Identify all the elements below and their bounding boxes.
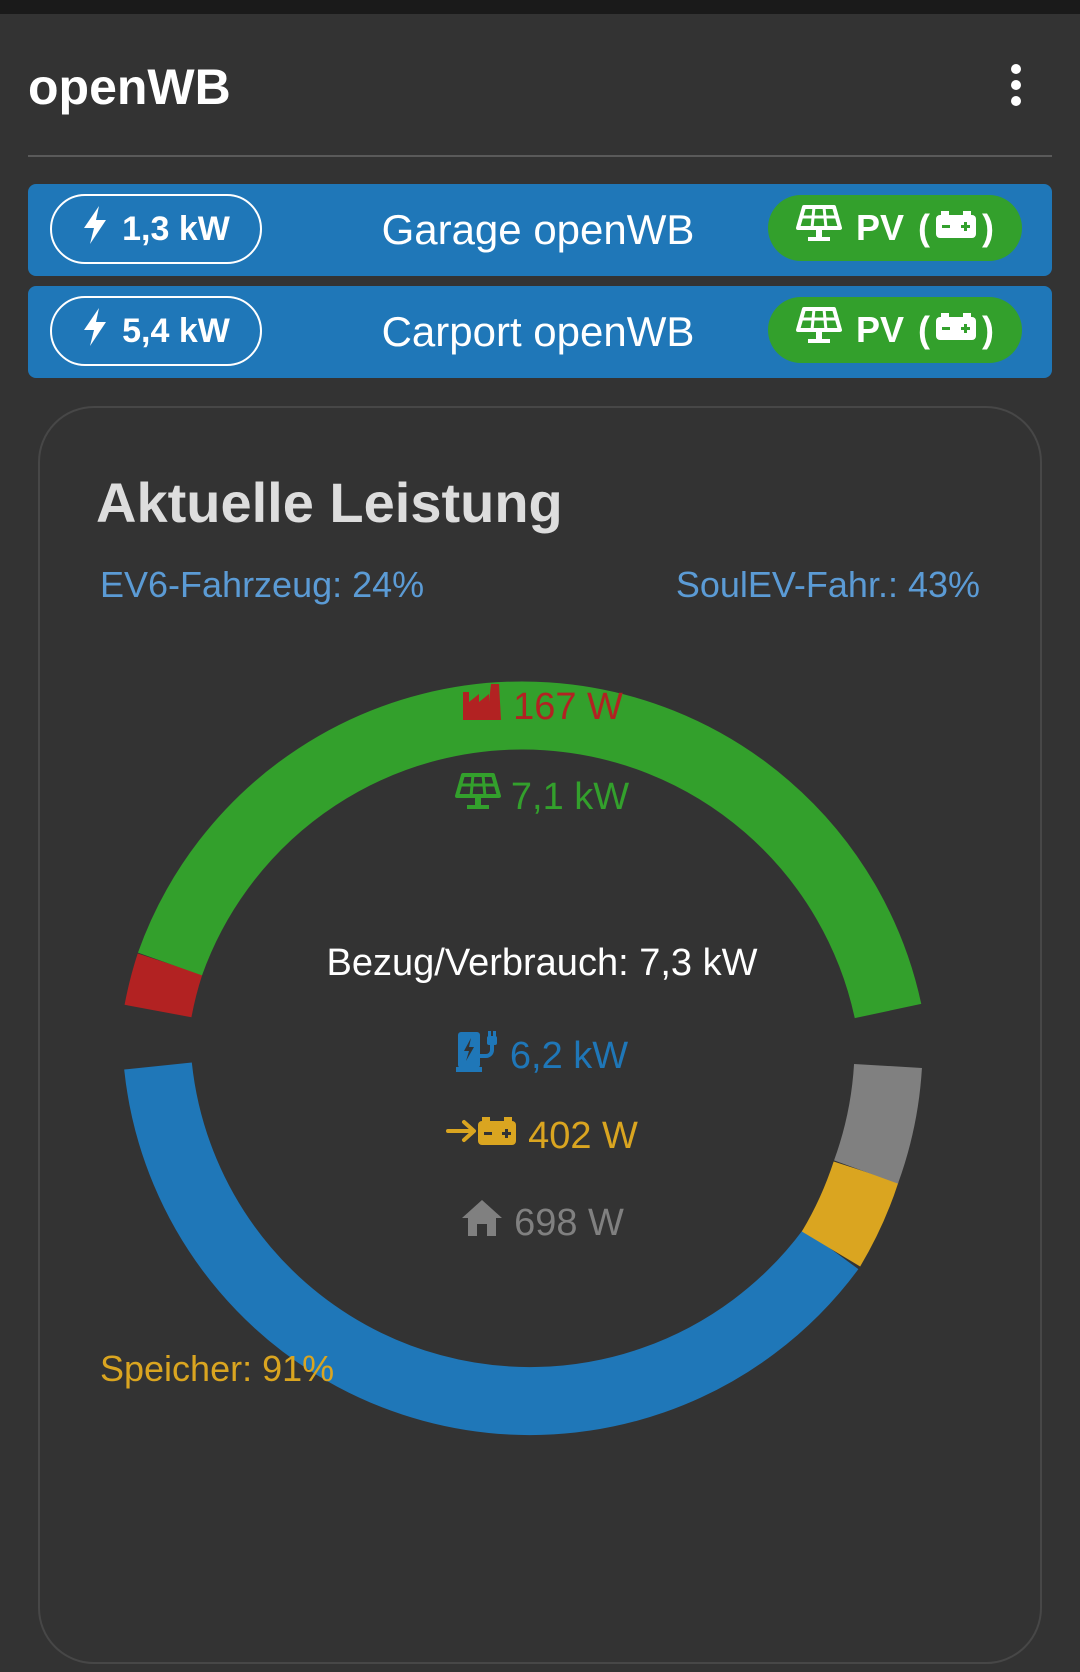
system-status-bar (0, 0, 1080, 14)
pv-readout: 7,1 kW (40, 772, 1044, 822)
current-power-card: Aktuelle Leistung EV6-Fahrzeug: 24% Soul… (38, 406, 1042, 1664)
power-donut-chart (124, 681, 922, 1436)
donut-segment-house (833, 1063, 922, 1184)
chargepoint-power-badge[interactable]: 5,4 kW (50, 296, 262, 366)
solar-panel-icon (454, 772, 501, 822)
factory-icon (461, 684, 503, 730)
battery-charging-readout: 402 W (40, 1114, 1044, 1158)
chargepoint-name[interactable]: Garage openWB (381, 206, 695, 253)
chargepoint-row-garage[interactable]: 1,3 kW Garage openWB PV ( (28, 184, 1052, 276)
card-title: Aktuelle Leistung (96, 471, 563, 534)
charge-mode-label: PV (855, 309, 905, 350)
charge-mode-badge[interactable]: PV ( ) (768, 195, 1022, 261)
donut-segment-grid (124, 953, 203, 1018)
charging-station-icon (455, 1030, 500, 1082)
soc-label-soulev: SoulEV-Fahr.: 43% (675, 564, 980, 605)
priority-indicator: ( ) (918, 207, 995, 249)
lightning-icon (82, 205, 108, 253)
battery-icon (934, 309, 978, 351)
charge-mode-badge[interactable]: PV ( ) (768, 297, 1022, 363)
solar-panel-icon (795, 204, 842, 253)
donut-segment-charging (124, 1062, 859, 1436)
solar-panel-icon (795, 306, 842, 355)
donut-segment-battery (801, 1160, 899, 1267)
kebab-menu-icon[interactable] (998, 60, 1034, 110)
house-icon (460, 1198, 504, 1248)
chargepoint-power-badge[interactable]: 1,3 kW (50, 194, 262, 264)
chargepoint-power-value: 5,4 kW (122, 311, 230, 350)
chargepoint-name[interactable]: Carport openWB (381, 308, 695, 355)
battery-icon (934, 207, 978, 249)
lightning-icon (82, 307, 108, 355)
app-bar: openWB (28, 40, 1052, 157)
soc-label-storage: Speicher: 91% (100, 1348, 335, 1389)
battery-charging-icon (446, 1114, 518, 1158)
chargepoint-power-value: 1,3 kW (122, 209, 230, 248)
grid-import-readout: 167 W (40, 684, 1044, 730)
soc-label-ev6: EV6-Fahrzeug: 24% (100, 564, 425, 605)
priority-indicator: ( ) (918, 309, 995, 351)
donut-segment-pv (137, 681, 922, 1019)
charging-readout: 6,2 kW (40, 1030, 1044, 1082)
charge-mode-label: PV (855, 207, 905, 248)
total-consumption-readout: Bezug/Verbrauch: 7,3 kW (326, 942, 758, 984)
house-consumption-readout: 698 W (40, 1198, 1044, 1248)
chargepoint-row-carport[interactable]: 5,4 kW Carport openWB PV ( (28, 286, 1052, 378)
app-title: openWB (28, 59, 231, 115)
